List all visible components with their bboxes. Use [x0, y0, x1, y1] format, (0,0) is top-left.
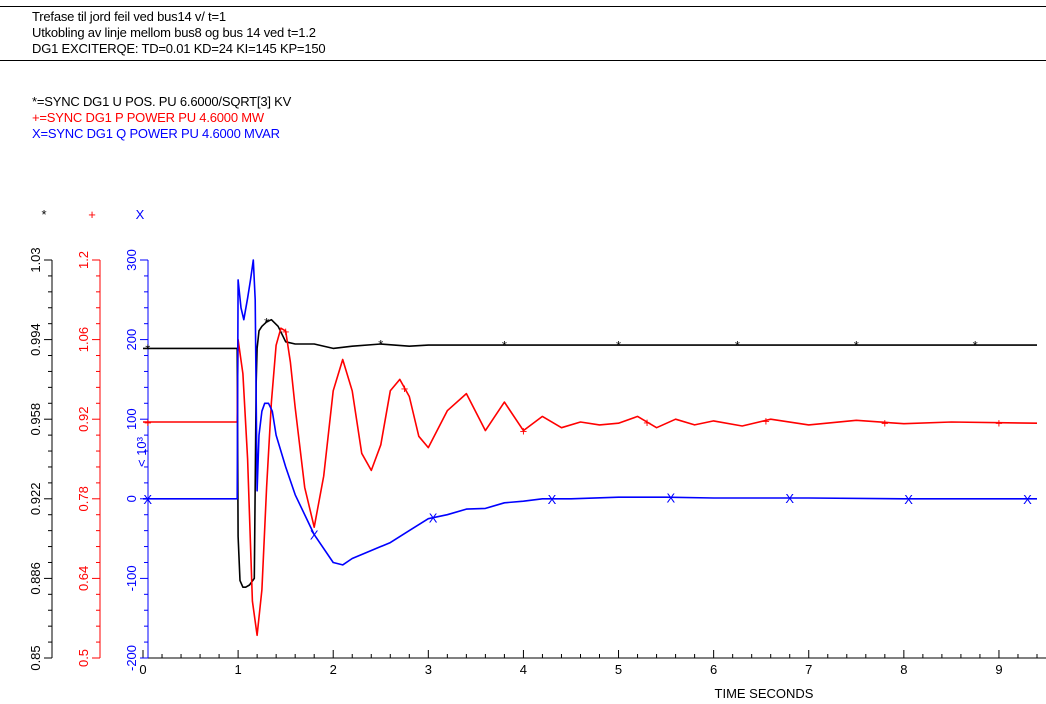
legend-entry-p-power: +=SYNC DG1 P POWER PU 4.6000 MW — [32, 110, 264, 125]
header-line-1: Trefase til jord feil ved bus14 v/ t=1 — [32, 9, 226, 24]
legend-entry-voltage: *=SYNC DG1 U POS. PU 6.6000/SQRT[3] KV — [32, 94, 292, 109]
y-tick-label: 0.958 — [28, 403, 43, 436]
y-tick-label: -200 — [124, 645, 139, 671]
x-tick-label: 0 — [139, 662, 146, 677]
y-tick-label: 1.03 — [28, 247, 43, 272]
legend-entry-q-power: X=SYNC DG1 Q POWER PU 4.6000 MVAR — [32, 126, 280, 141]
series-marker-2: X — [1023, 492, 1032, 507]
x-tick-label: 1 — [234, 662, 241, 677]
series-marker-0: * — [378, 337, 383, 352]
y-tick-label: 1.2 — [76, 251, 91, 269]
x-tick-label: 6 — [710, 662, 717, 677]
series-marker-0: * — [264, 315, 269, 330]
series-marker-1: + — [282, 324, 290, 339]
y-tick-label: 0.78 — [76, 486, 91, 511]
series-marker-2: X — [667, 490, 676, 505]
y-axis-marker-1: + — [88, 207, 96, 222]
y-tick-label: 0 — [124, 495, 139, 502]
y-axis-marker-0: * — [41, 207, 46, 222]
series-marker-0: * — [735, 338, 740, 353]
series-marker-2: X — [143, 492, 152, 507]
y-axis-marker-2: X — [136, 207, 145, 222]
header-line-3: DG1 EXCITERQE: TD=0.01 KD=24 KI=145 KP=1… — [32, 41, 326, 56]
header-line-2: Utkobling av linje mellom bus8 og bus 14… — [32, 25, 316, 40]
y-tick-label: 1.06 — [76, 327, 91, 352]
x-tick-label: 3 — [425, 662, 432, 677]
marker-layer: * * * * * * * * + + + + + + + + X X X X X X X X — [143, 315, 1032, 543]
axes-layer: 0 1 2 3 4 5 6 7 8 9 * 0.85 0.886 0.922 0.958 0.994 1.03 +… — [28, 207, 1046, 677]
series-marker-1: + — [520, 424, 528, 439]
series-marker-0: * — [854, 338, 859, 353]
y-tick-label: 0.886 — [28, 562, 43, 595]
series-marker-2: X — [429, 511, 438, 526]
y-tick-label: 0.85 — [28, 645, 43, 670]
y-tick-label: -100 — [124, 565, 139, 591]
y-tick-label: 0.92 — [76, 407, 91, 432]
series-line-2 — [143, 259, 1037, 566]
x-tick-label: 9 — [995, 662, 1002, 677]
series-marker-2: X — [310, 528, 319, 543]
x-tick-label: 5 — [615, 662, 622, 677]
series-marker-0: * — [973, 338, 978, 353]
series-marker-1: + — [144, 415, 152, 430]
series-marker-1: + — [643, 415, 651, 430]
x-tick-label: 8 — [900, 662, 907, 677]
y-tick-label: 0.922 — [28, 483, 43, 516]
series-marker-1: + — [762, 413, 770, 428]
x-tick-label: 7 — [805, 662, 812, 677]
series-marker-0: * — [502, 338, 507, 353]
series-line-1 — [143, 327, 1038, 637]
y-tick-label: 100 — [124, 408, 139, 430]
series-marker-1: + — [995, 416, 1003, 431]
y-tick-label: 0.5 — [76, 649, 91, 667]
header-top-rule — [0, 6, 1046, 7]
header-bottom-rule — [0, 60, 1046, 61]
series-marker-1: + — [881, 415, 889, 430]
y-tick-label: 200 — [124, 329, 139, 351]
series-layer — [143, 259, 1038, 637]
y-tick-label: 0.994 — [28, 323, 43, 356]
series-marker-0: * — [145, 341, 150, 356]
x-axis-label: TIME SECONDS — [715, 686, 814, 701]
x-tick-label: 4 — [520, 662, 527, 677]
q-axis-scale-label: < 10³ — [134, 436, 149, 467]
x-tick-label: 2 — [330, 662, 337, 677]
y-tick-label: 300 — [124, 249, 139, 271]
series-marker-2: X — [548, 492, 557, 507]
series-marker-1: + — [401, 381, 409, 396]
series-marker-2: X — [785, 491, 794, 506]
series-marker-2: X — [904, 492, 913, 507]
y-tick-label: 0.64 — [76, 566, 91, 591]
series-marker-0: * — [616, 338, 621, 353]
series-line-0 — [143, 318, 1037, 588]
